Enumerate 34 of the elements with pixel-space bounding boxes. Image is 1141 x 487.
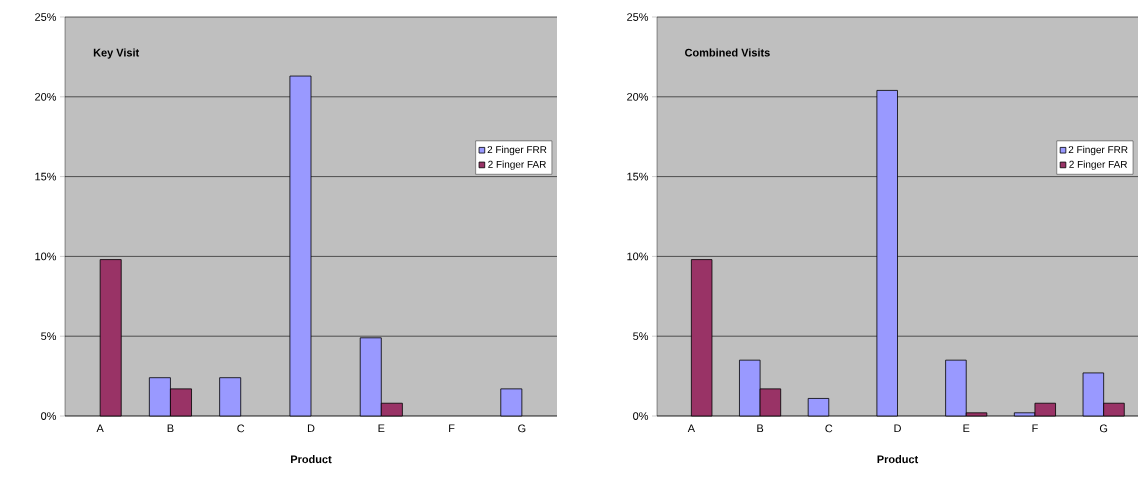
y-tick-label: 10%: [627, 252, 649, 261]
legend-label: 2 Finger FAR: [488, 160, 546, 170]
legend-label: 2 Finger FRR: [1068, 145, 1128, 156]
x-tick-label: C: [237, 424, 245, 433]
x-tick-label: G: [518, 424, 526, 433]
x-axis-title: Product: [291, 455, 332, 464]
x-tick-label: F: [1032, 424, 1038, 433]
x-tick-label: A: [96, 424, 104, 433]
y-tick-label: 25%: [35, 13, 57, 21]
x-tick-label: B: [167, 424, 174, 433]
y-tick-label: 20%: [627, 92, 649, 101]
x-tick-label: B: [757, 424, 764, 433]
y-tick-label: 15%: [627, 172, 649, 181]
y-tick-label: 0%: [633, 412, 649, 420]
legend-label: 2 Finger FRR: [487, 145, 547, 156]
x-tick-label: D: [894, 424, 901, 433]
x-tick-label: E: [963, 424, 970, 433]
x-tick-label: G: [1099, 424, 1108, 433]
y-tick-label: 0%: [41, 412, 57, 420]
y-tick-label: 20%: [35, 92, 57, 101]
x-axis-title: Product: [877, 455, 919, 464]
x-tick-label: D: [307, 424, 315, 433]
y-tick-label: 25%: [627, 13, 649, 21]
x-tick-label: A: [687, 424, 695, 433]
y-tick-label: 10%: [35, 252, 57, 261]
x-tick-label: C: [825, 424, 833, 433]
text: Key Visit: [93, 48, 140, 59]
text: Combined Visits: [685, 48, 770, 57]
y-tick-label: 15%: [35, 172, 57, 181]
x-tick-label: F: [449, 424, 455, 433]
legend-label: 2 Finger FAR: [1069, 160, 1128, 170]
y-tick-label: 5%: [633, 332, 649, 341]
x-tick-label: E: [378, 424, 385, 433]
y-tick-label: 5%: [41, 332, 57, 341]
